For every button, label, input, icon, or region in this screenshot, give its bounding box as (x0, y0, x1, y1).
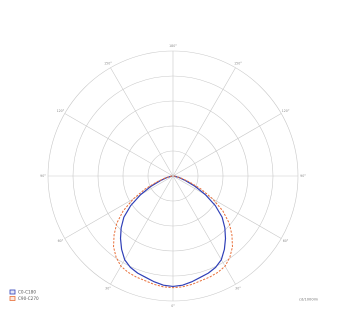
angle-label-240: 120° (57, 109, 65, 113)
angle-label-270: 90° (40, 174, 46, 178)
angle-label-90: 90° (300, 174, 306, 178)
grid-spoke-210 (110, 67, 174, 177)
grid-spoke-300 (64, 175, 174, 239)
legend-label-c90-c270: C90-C270 (18, 296, 39, 301)
grid-spoke-150 (172, 67, 236, 177)
angle-label-330: 30° (105, 287, 111, 291)
angle-label-0: 0° (171, 304, 175, 308)
angle-tick-labels: 0° 30° 60° 90° 120° 150° 180° 150° 120° 90° 60° 30° (40, 44, 306, 308)
angle-label-60: 60° (283, 239, 289, 243)
angle-label-150: 150° (234, 61, 242, 65)
angle-label-180: 180° (169, 44, 177, 48)
unit-label: cd/1000lm (299, 298, 319, 302)
series-group (113, 175, 233, 289)
angle-label-300: 60° (58, 239, 64, 243)
legend-swatch-c90-c270 (9, 296, 16, 301)
grid-spoke-60 (172, 175, 282, 239)
angle-label-120: 120° (282, 109, 290, 113)
series-line-c0-c180 (119, 175, 227, 288)
polar-grid (47, 50, 299, 302)
legend-swatch-c0-c180 (9, 289, 16, 295)
angle-label-30: 30° (235, 287, 241, 291)
legend: C0-C180 C90-C270 (9, 289, 39, 301)
series-line-c90-c270 (113, 175, 233, 289)
angle-label-210: 150° (104, 61, 112, 65)
grid-spoke-330 (110, 175, 174, 285)
grid-spoke-120 (172, 113, 282, 177)
grid-spoke-30 (172, 175, 236, 285)
legend-label-c0-c180: C0-C180 (18, 290, 36, 295)
grid-spoke-240 (64, 113, 174, 177)
